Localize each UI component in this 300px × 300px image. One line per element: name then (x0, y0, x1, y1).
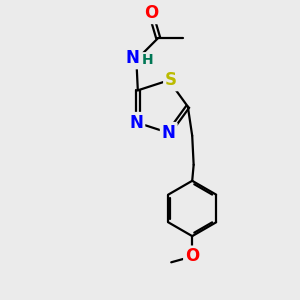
Text: H: H (142, 53, 153, 67)
Text: N: N (126, 49, 140, 67)
Text: N: N (162, 124, 176, 142)
Text: N: N (129, 114, 143, 132)
Text: O: O (185, 248, 199, 266)
Text: O: O (144, 4, 158, 22)
Text: S: S (165, 71, 177, 89)
